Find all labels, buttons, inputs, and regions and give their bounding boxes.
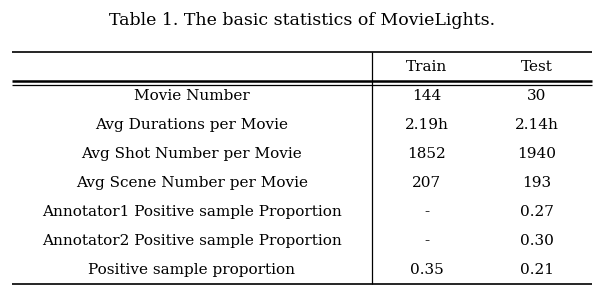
Text: Annotator1 Positive sample Proportion: Annotator1 Positive sample Proportion bbox=[42, 205, 342, 219]
Text: 2.19h: 2.19h bbox=[405, 118, 449, 132]
Text: Avg Scene Number per Movie: Avg Scene Number per Movie bbox=[76, 176, 308, 190]
Text: Avg Durations per Movie: Avg Durations per Movie bbox=[95, 118, 288, 132]
Text: Test: Test bbox=[521, 60, 553, 74]
Text: 0.35: 0.35 bbox=[410, 263, 443, 277]
Text: Train: Train bbox=[406, 60, 448, 74]
Text: 144: 144 bbox=[412, 89, 442, 103]
Text: Annotator2 Positive sample Proportion: Annotator2 Positive sample Proportion bbox=[42, 234, 342, 248]
Text: -: - bbox=[424, 205, 429, 219]
Text: Table 1. The basic statistics of MovieLights.: Table 1. The basic statistics of MovieLi… bbox=[109, 12, 495, 29]
Text: 0.27: 0.27 bbox=[520, 205, 554, 219]
Text: 0.21: 0.21 bbox=[520, 263, 554, 277]
Text: 2.14h: 2.14h bbox=[515, 118, 559, 132]
Text: 1940: 1940 bbox=[518, 147, 556, 161]
Text: Positive sample proportion: Positive sample proportion bbox=[88, 263, 295, 277]
Text: Movie Number: Movie Number bbox=[134, 89, 249, 103]
Text: 30: 30 bbox=[527, 89, 547, 103]
Text: 193: 193 bbox=[522, 176, 551, 190]
Text: 1852: 1852 bbox=[407, 147, 446, 161]
Text: Avg Shot Number per Movie: Avg Shot Number per Movie bbox=[82, 147, 302, 161]
Text: -: - bbox=[424, 234, 429, 248]
Text: 207: 207 bbox=[412, 176, 442, 190]
Text: 0.30: 0.30 bbox=[520, 234, 554, 248]
